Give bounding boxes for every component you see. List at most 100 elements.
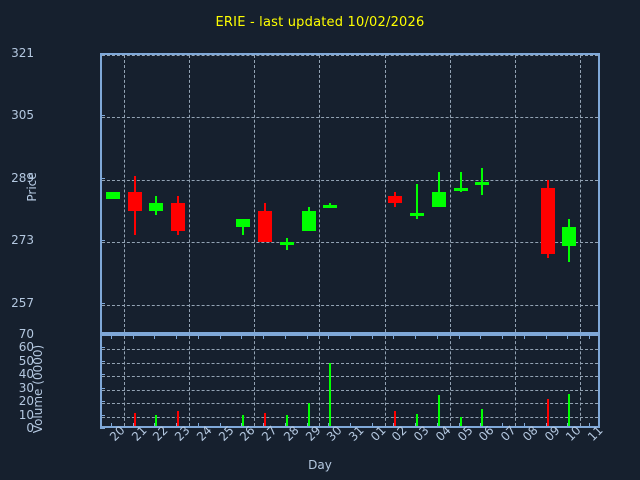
candle-body (258, 211, 273, 243)
day-tick-mark (393, 423, 395, 428)
day-tick-mark (350, 423, 351, 428)
volume-bar (285, 415, 288, 426)
volume-vertical-gridline (188, 336, 190, 426)
price-vertical-gridline (123, 55, 125, 332)
candle-wick (416, 183, 419, 219)
volume-vertical-gridline (319, 336, 321, 426)
price-gridline (102, 179, 598, 181)
candle-wick (242, 218, 245, 235)
volume-bar (568, 393, 571, 426)
volume-bar (264, 412, 267, 426)
volume-bar (481, 408, 484, 426)
price-gridline (102, 117, 598, 119)
volume-tick-label: 40 (18, 367, 34, 382)
candle-body (540, 187, 555, 255)
volume-vertical-gridline (384, 336, 386, 426)
day-tick-mark (545, 423, 547, 428)
price-vertical-gridline (188, 55, 190, 332)
price-gridline (102, 55, 598, 56)
volume-bar (307, 403, 310, 426)
volume-gridline (102, 389, 598, 391)
volume-tick-mark (100, 387, 105, 389)
volume-vertical-gridline (580, 336, 582, 426)
day-tick-mark-upper (132, 334, 134, 339)
day-tick-mark-upper (350, 334, 351, 339)
day-tick-mark-upper (436, 334, 438, 339)
day-tick-mark (306, 423, 308, 428)
candle-body (323, 205, 338, 209)
volume-tick-mark (100, 334, 105, 335)
price-vertical-gridline (515, 55, 517, 332)
volume-tick-label: 70 (18, 327, 34, 341)
day-tick-mark (436, 423, 438, 428)
candle-body (236, 218, 251, 227)
price-plot-area (100, 53, 600, 334)
volume-tick-mark (100, 360, 105, 362)
volume-tick-label: 60 (18, 340, 34, 355)
candle-body (562, 226, 577, 247)
chart-title: ERIE - last updated 10/02/2026 (215, 15, 425, 30)
candle-body (475, 181, 490, 185)
candle-body (149, 203, 164, 212)
volume-plot-area (100, 334, 600, 428)
day-tick-mark (328, 423, 330, 428)
day-tick-mark-upper (545, 334, 547, 339)
candle-body (279, 242, 294, 246)
volume-bar (329, 362, 332, 426)
day-tick-mark (480, 423, 482, 428)
candle-body (431, 191, 446, 208)
day-tick-mark (284, 423, 286, 428)
volume-tick-label: 10 (18, 407, 34, 422)
price-tick-mark (100, 115, 105, 117)
day-tick-mark (132, 423, 134, 428)
day-tick-mark-upper (567, 334, 569, 339)
price-tick-label: 257 (11, 295, 34, 310)
day-tick-mark (458, 423, 460, 428)
price-vertical-gridline (319, 55, 321, 332)
day-tick-mark-upper (306, 334, 308, 339)
day-tick-mark (371, 423, 373, 428)
price-vertical-gridline (449, 55, 451, 332)
day-tick-mark (176, 423, 178, 428)
volume-bar (394, 411, 397, 426)
day-tick-mark (154, 423, 156, 428)
day-tick-mark (219, 423, 221, 428)
day-tick-mark-upper (328, 334, 330, 339)
price-tick-label: 321 (11, 46, 34, 60)
day-tick-mark (502, 423, 504, 428)
volume-vertical-gridline (449, 336, 451, 426)
volume-tick-label: 50 (18, 353, 34, 368)
candle-body (410, 213, 425, 217)
day-tick-mark-upper (110, 334, 112, 339)
volume-tick-mark (100, 347, 105, 349)
volume-bar (242, 415, 245, 426)
day-tick-mark-upper (523, 334, 525, 339)
price-vertical-gridline (254, 55, 256, 332)
price-vertical-gridline (384, 55, 386, 332)
volume-bar (546, 399, 549, 426)
volume-tick-mark (100, 414, 105, 416)
price-gridline (102, 242, 598, 244)
volume-tick-mark (100, 374, 105, 376)
day-tick-mark (110, 423, 112, 428)
candle-body (453, 187, 468, 191)
volume-tick-label: 20 (18, 394, 34, 409)
volume-bar (437, 395, 440, 426)
day-tick-mark (197, 423, 199, 428)
day-tick-mark (589, 423, 591, 428)
volume-bar (133, 412, 136, 426)
volume-gridline (102, 362, 598, 364)
day-tick-mark (263, 423, 265, 428)
day-tick-mark-upper (241, 334, 243, 339)
volume-tick-mark (100, 401, 105, 403)
day-tick-mark-upper (502, 334, 504, 339)
day-tick-mark-upper (458, 334, 460, 339)
volume-gridline (102, 349, 598, 351)
day-tick-mark-upper (219, 334, 221, 339)
price-tick-label: 289 (11, 170, 34, 185)
candle-body (388, 195, 403, 204)
candle-body (301, 211, 316, 231)
candle-body (105, 191, 120, 200)
volume-bar (155, 415, 158, 426)
